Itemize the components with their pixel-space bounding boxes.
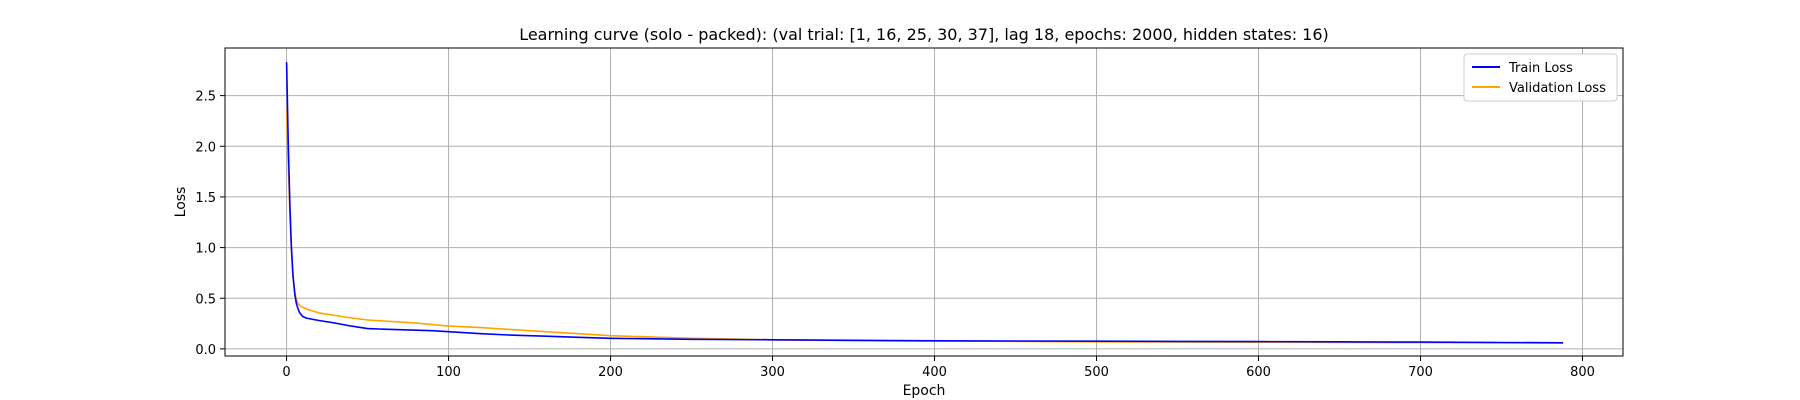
legend-box [1463,53,1618,102]
y-tick-label: 1.5 [195,191,216,206]
x-tick-label: 400 [922,365,947,380]
x-tick-label: 500 [1084,365,1109,380]
validation-loss-line [285,108,1564,344]
x-tick-label: 200 [598,365,623,380]
x-tick-label: 600 [1246,365,1271,380]
train-loss-line [285,62,1564,344]
legend-train-label: Train Loss [1508,61,1573,76]
grid-lines [225,48,1623,356]
x-tick-label: 800 [1570,365,1595,380]
x-tick-label: 100 [436,365,461,380]
y-tick-label: 2.0 [195,140,216,155]
x-tick-label: 300 [760,365,785,380]
y-tick-label: 1.0 [195,242,216,257]
series-lines [285,62,1564,344]
x-tick-label: 0 [282,365,290,380]
x-axis-label: Epoch [903,383,946,399]
chart-title: Learning curve (solo - packed): (val tri… [519,25,1329,44]
legend: Train Loss Validation Loss [1463,53,1618,102]
y-tick-label: 0.5 [195,292,216,307]
y-tick-label: 2.5 [195,90,216,105]
y-tick-label: 0.0 [195,343,216,358]
plot-frame [224,47,1624,357]
legend-validation-label: Validation Loss [1509,81,1606,96]
y-axis-label: Loss [173,187,189,218]
x-tick-label: 700 [1408,365,1433,380]
axis-ticks: 0 100 200 300 400 500 600 700 800 0.0 0.5 1.0 1.5 2.0… [195,90,1595,380]
